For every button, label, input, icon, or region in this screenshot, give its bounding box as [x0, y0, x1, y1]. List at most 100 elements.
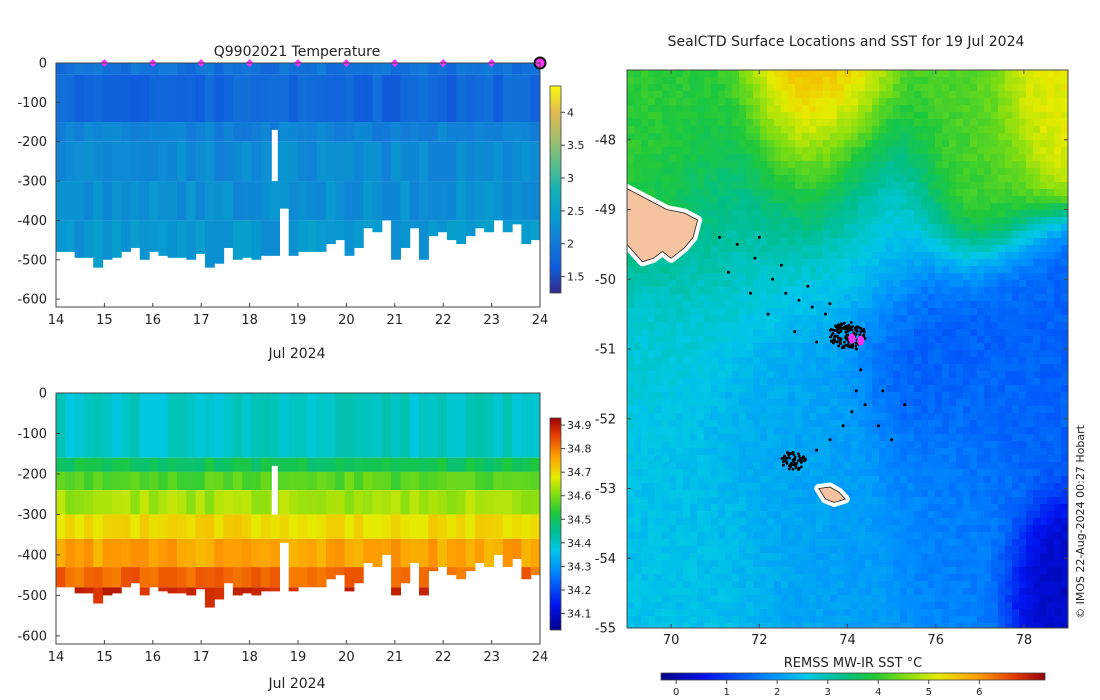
sst-cell: [977, 203, 985, 211]
sst-cell: [634, 77, 642, 85]
sst-cell: [627, 84, 635, 92]
section-cell: [186, 587, 197, 596]
sst-cell: [739, 238, 747, 246]
sst-cell: [725, 581, 733, 589]
sst-cell: [774, 280, 782, 288]
section-cell: [512, 122, 522, 142]
sst-cell: [879, 539, 887, 547]
sst-cell: [942, 392, 950, 400]
section-cell: [93, 490, 104, 515]
sst-cell: [781, 147, 789, 155]
section-cell: [344, 490, 355, 515]
sst-cell: [662, 182, 670, 190]
sst-cell: [753, 315, 761, 323]
sst-cell: [655, 616, 663, 624]
sst-cell: [949, 588, 957, 596]
sst-cell: [697, 98, 705, 106]
section-cell: [428, 122, 439, 142]
sst-cell: [788, 329, 796, 337]
sst-cell: [711, 539, 719, 547]
sst-cell: [634, 315, 642, 323]
sst-cell: [900, 448, 908, 456]
sst-cell: [837, 448, 845, 456]
sst-cell: [886, 294, 894, 302]
section-cell: [307, 471, 318, 491]
sst-cell: [977, 259, 985, 267]
y-tick-label: -600: [17, 293, 47, 308]
sst-cell: [718, 287, 726, 295]
sst-cell: [697, 504, 705, 512]
section-cell: [139, 393, 150, 458]
sst-cell: [921, 266, 929, 274]
sst-cell: [879, 609, 887, 617]
sst-cell: [907, 77, 915, 85]
sst-cell: [837, 154, 845, 162]
sst-cell: [900, 406, 908, 414]
sst-cell: [753, 413, 761, 421]
sst-cell: [844, 98, 852, 106]
sst-cell: [907, 413, 915, 421]
section-cell: [74, 490, 85, 515]
section-cell: [204, 220, 215, 268]
sst-cell: [949, 266, 957, 274]
sst-cell: [914, 574, 922, 582]
sst-cell: [921, 252, 929, 260]
sst-cell: [963, 280, 971, 288]
sst-cell: [886, 378, 894, 386]
sst-cell: [648, 154, 656, 162]
section-cell: [251, 538, 262, 568]
sst-cell: [928, 224, 936, 232]
sst-cell: [697, 427, 705, 435]
sst-cell: [851, 392, 859, 400]
sst-cell: [949, 511, 957, 519]
section-cell: [139, 74, 150, 123]
sst-cell: [739, 329, 747, 337]
section-cell: [83, 220, 94, 258]
sst-cell: [977, 140, 985, 148]
sst-cell: [760, 511, 768, 519]
sst-cell: [760, 147, 768, 155]
sst-cell: [697, 294, 705, 302]
sst-cell: [921, 336, 929, 344]
salinity-xlabel: Jul 2024: [268, 676, 326, 692]
sst-cell: [977, 84, 985, 92]
sst-cell: [991, 140, 999, 148]
sst-cell: [823, 623, 831, 628]
sst-cell: [648, 392, 656, 400]
sst-cell: [851, 609, 859, 617]
sst-cell: [809, 70, 817, 78]
sst-cell: [725, 301, 733, 309]
sst-cell: [823, 322, 831, 330]
section-cell: [214, 74, 225, 123]
sst-cell: [711, 588, 719, 596]
sst-cell: [725, 280, 733, 288]
sst-cell: [837, 224, 845, 232]
sst-cell: [886, 98, 894, 106]
sst-cell: [655, 322, 663, 330]
sst-cell: [816, 616, 824, 624]
sst-cell: [963, 364, 971, 372]
sst-cell: [851, 294, 859, 302]
sst-cell: [718, 462, 726, 470]
sst-cell: [970, 588, 978, 596]
sst-cell: [627, 448, 635, 456]
sst-cell: [732, 161, 740, 169]
sst-cell: [655, 112, 663, 120]
section-cell: [260, 490, 271, 515]
sst-cell: [641, 378, 649, 386]
sst-cell: [662, 350, 670, 358]
sst-cell: [900, 105, 908, 113]
sst-cell: [900, 385, 908, 393]
sst-cell: [669, 385, 677, 393]
section-cell: [177, 538, 187, 568]
sst-cell: [641, 133, 649, 141]
sst-cell: [746, 469, 754, 477]
sst-cell: [907, 504, 915, 512]
sst-cell: [725, 553, 733, 561]
sst-cell: [844, 441, 852, 449]
sst-cell: [746, 455, 754, 463]
sst-cell: [977, 420, 985, 428]
sst-cell: [732, 350, 740, 358]
sst-cell: [865, 91, 873, 99]
sst-cell: [676, 567, 684, 575]
